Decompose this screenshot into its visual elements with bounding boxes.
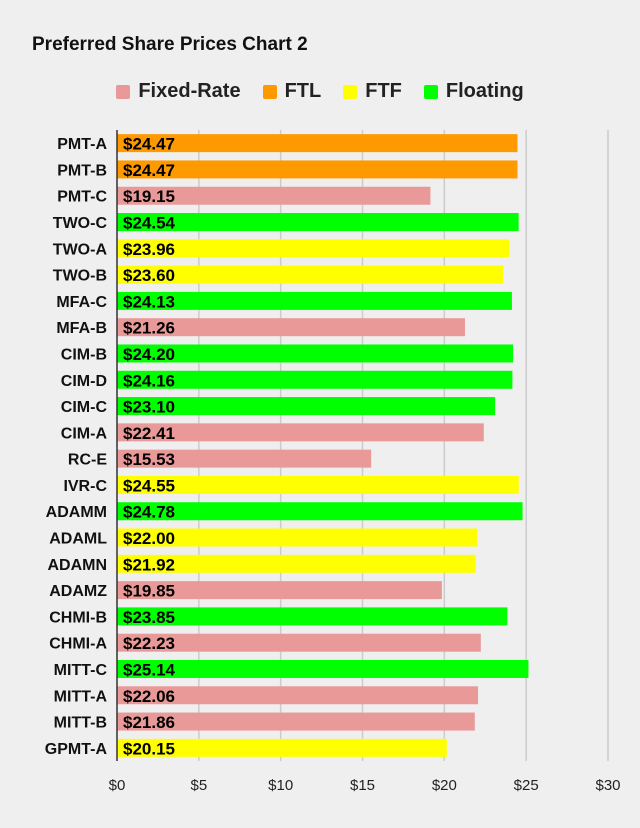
category-label: MITT-C [54,662,108,679]
category-label: PMT-C [57,189,107,206]
bar [117,186,431,205]
category-label: ADAMZ [49,583,107,600]
data-label: $23.10 [123,398,175,417]
data-label: $19.15 [123,187,175,206]
x-tick-label: $30 [595,777,620,794]
category-label: CIM-D [61,373,107,390]
legend-swatch [262,84,277,99]
bar [117,581,442,600]
data-label: $24.54 [123,214,176,233]
bar [117,134,518,153]
bar [117,475,519,494]
data-label: $23.60 [123,266,175,285]
legend-item: FTL [262,80,322,103]
bar [117,239,510,258]
category-label: IVR-C [63,478,107,495]
chart-title: Preferred Share Prices Chart 2 [32,34,308,55]
category-label: ADAMN [47,557,107,574]
data-label: $22.06 [123,687,175,706]
bar [117,344,514,363]
bar [117,554,476,573]
legend-label: Fixed-Rate [138,80,241,102]
data-label: $15.53 [123,450,175,469]
category-label: MFA-C [56,294,107,311]
legend-label: FTF [365,80,402,102]
data-label: $24.16 [123,371,175,390]
legend: Fixed-Rate FTL FTF Floating [0,80,640,103]
data-label: $24.47 [123,135,175,154]
bar [117,397,496,416]
data-label: $21.26 [123,319,175,338]
bar [117,160,518,179]
bar [117,528,478,547]
data-label: $20.15 [123,739,175,758]
data-label: $24.13 [123,292,175,311]
category-label: MITT-B [54,715,107,732]
bar [117,607,508,626]
bar [117,633,481,652]
bar [117,318,465,337]
category-label: CIM-A [61,425,108,442]
data-label: $23.96 [123,240,175,259]
bar [117,213,519,232]
category-label: GPMT-A [45,741,108,758]
data-label: $22.23 [123,634,175,653]
bar [117,370,513,389]
bar [117,686,479,705]
data-label: $24.78 [123,503,175,522]
category-label: TWO-B [53,268,107,285]
category-label: MITT-A [54,688,108,705]
category-label: RC-E [68,452,107,469]
bar [117,265,504,284]
x-tick-label: $20 [432,777,457,794]
category-label: CHMI-B [49,609,107,626]
category-label: ADAML [49,531,107,548]
x-tick-label: $0 [109,777,126,794]
legend-swatch [116,84,131,99]
category-label: TWO-C [53,215,108,232]
legend-swatch [343,84,358,99]
legend-item: FTF [343,80,402,103]
bar [117,502,523,521]
data-label: $25.14 [123,660,176,679]
x-tick-label: $10 [268,777,293,794]
category-label: ADAMM [46,504,107,521]
category-label: PMT-B [57,162,107,179]
data-label: $22.00 [123,529,175,548]
category-label: MFA-B [56,320,107,337]
x-tick-label: $15 [350,777,375,794]
x-tick-label: $5 [190,777,207,794]
data-label: $22.41 [123,424,175,443]
legend-swatch [423,84,438,99]
data-label: $24.47 [123,161,175,180]
category-label: TWO-A [53,241,108,258]
legend-label: FTL [284,80,322,102]
data-label: $24.55 [123,476,175,495]
bar [117,738,447,757]
data-label: $21.86 [123,713,175,732]
data-label: $23.85 [123,608,175,627]
category-label: CIM-B [61,346,107,363]
legend-label: Floating [445,80,524,102]
data-label: $24.20 [123,345,175,364]
x-tick-label: $25 [514,777,539,794]
bar [117,659,529,678]
bar [117,423,484,442]
bar [117,449,372,468]
category-label: CIM-C [61,399,108,416]
legend-item: Fixed-Rate [116,80,241,103]
bar [117,712,475,731]
category-label: PMT-A [57,136,107,153]
data-label: $19.85 [123,582,175,601]
bar [117,291,512,310]
legend-item: Floating [423,80,524,103]
category-label: CHMI-A [49,636,107,653]
data-label: $21.92 [123,555,175,574]
